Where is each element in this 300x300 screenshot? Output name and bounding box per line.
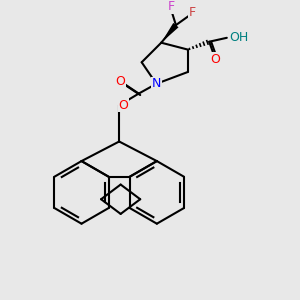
Text: F: F [167,0,175,13]
Text: O: O [115,75,125,88]
Text: O: O [210,53,220,66]
Text: F: F [189,6,196,19]
Text: OH: OH [230,31,249,44]
Text: O: O [118,99,128,112]
Polygon shape [161,23,178,43]
Text: N: N [152,77,161,90]
